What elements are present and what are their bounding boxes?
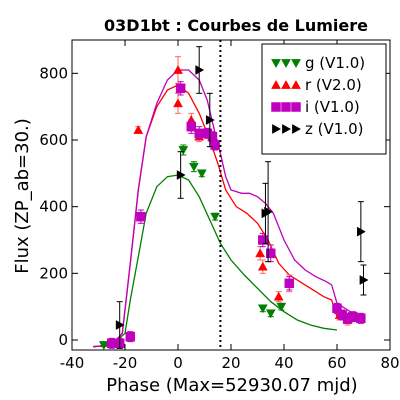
- i-data-point: [332, 303, 342, 314]
- g-data-point: [276, 302, 287, 312]
- z-data-point: [195, 65, 205, 75]
- r-data-point: [257, 261, 268, 271]
- z-legend-marker: [282, 124, 292, 134]
- x-tick-label: 60: [327, 354, 346, 372]
- i-data-point: [284, 278, 295, 289]
- r-legend-marker: [281, 79, 291, 89]
- z-legend-label: z (V1.0): [305, 120, 363, 138]
- x-tick-label: 40: [274, 354, 293, 372]
- data-points: [98, 46, 369, 351]
- legend: g (V1.0) r (V2.0) i (V1.0) z (V1.0): [261, 43, 387, 155]
- g-data-point: [98, 341, 109, 351]
- y-tick-label: 200: [39, 264, 68, 282]
- x-tick-label: 20: [221, 354, 240, 372]
- i-data-point: [107, 338, 117, 349]
- r-data-point: [173, 64, 183, 74]
- y-tick-label: 400: [39, 198, 68, 216]
- z-data-point: [264, 206, 274, 217]
- z-legend-marker: [292, 124, 302, 134]
- g-data-point: [196, 169, 207, 179]
- r-legend-marker: [291, 79, 301, 89]
- g-data-point: [265, 309, 276, 319]
- r-data-point: [133, 124, 144, 134]
- g-legend-marker: [291, 59, 301, 69]
- g-data-point: [178, 146, 189, 156]
- g-fit-curve: [93, 174, 338, 348]
- x-axis-label: Phase (Max=52930.07 mjd): [106, 375, 357, 396]
- g-legend-label: g (V1.0): [305, 54, 365, 72]
- z-data-point: [205, 115, 215, 125]
- x-tick-label: 0: [173, 354, 183, 372]
- i-fit-curve: [93, 69, 364, 348]
- i-legend-label: i (V1.0): [305, 98, 360, 116]
- g-data-point: [210, 212, 221, 222]
- r-data-point: [255, 248, 266, 258]
- i-data-point: [348, 311, 358, 322]
- i-data-point: [266, 248, 276, 259]
- z-data-point: [115, 320, 125, 330]
- i-data-point: [136, 211, 146, 222]
- z-legend-marker: [272, 124, 282, 134]
- i-data-point: [186, 121, 196, 132]
- g-data-point: [257, 304, 268, 314]
- i-legend-marker: [291, 102, 301, 112]
- g-data-point: [188, 162, 199, 172]
- y-axis-label: Flux (ZP_ab=30.): [12, 118, 33, 274]
- x-tick-label: 80: [380, 354, 399, 372]
- g-legend-marker: [271, 59, 281, 69]
- z-data-point: [357, 226, 366, 237]
- r-legend-label: r (V2.0): [305, 76, 362, 94]
- z-data-point: [176, 170, 186, 180]
- r-legend-marker: [271, 79, 281, 89]
- chart-title: 03D1bt : Courbes de Lumiere: [104, 16, 368, 35]
- i-data-point: [258, 235, 268, 245]
- y-tick-label: 600: [39, 131, 68, 149]
- y-tick-label: 0: [58, 331, 68, 349]
- i-data-point: [194, 128, 204, 139]
- i-data-point: [125, 331, 136, 342]
- legend-box: [261, 43, 387, 155]
- i-legend-marker: [271, 102, 281, 112]
- x-tick-label: -20: [113, 354, 138, 372]
- r-data-point: [173, 98, 183, 108]
- i-data-point: [175, 83, 186, 94]
- g-legend-marker: [281, 59, 291, 69]
- i-legend-marker: [281, 102, 291, 112]
- fit-curves: [93, 69, 364, 348]
- z-data-point: [359, 275, 369, 285]
- r-data-point: [273, 291, 284, 301]
- x-tick-label: -40: [60, 354, 85, 372]
- i-data-point: [356, 313, 366, 324]
- y-tick-label: 800: [39, 64, 68, 82]
- i-data-point: [210, 140, 220, 150]
